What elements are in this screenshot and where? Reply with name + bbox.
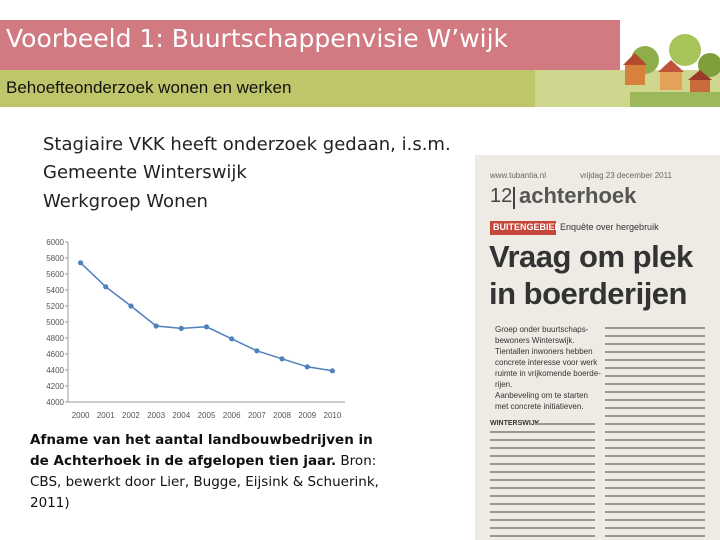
x-tick-label: 2004 [172, 411, 190, 420]
bullet: Gemeente Winterswijk [43, 162, 247, 183]
title-bar [0, 20, 620, 70]
x-tick-label: 2010 [324, 411, 342, 420]
body-text [490, 327, 705, 537]
clipping-point: Tientallen inwoners hebben [495, 347, 593, 356]
x-tick-label: 2005 [198, 411, 216, 420]
page-number: 12 [490, 185, 513, 207]
y-tick-label: 4600 [46, 350, 64, 359]
dateline: WINTERSWIJK [490, 420, 540, 427]
y-tick-label: 4400 [46, 366, 64, 375]
label-bg [490, 221, 556, 235]
point [229, 336, 235, 342]
section: achterhoek [519, 183, 637, 208]
x-tick-label: 2000 [72, 411, 90, 420]
clipping-point: Groep onder buurtschaps- [495, 325, 589, 334]
point [329, 368, 336, 374]
clipping-point: bewoners Winterswijk. [495, 336, 575, 345]
site: www.tubantia.nl [490, 171, 547, 180]
x-tick-label: 2003 [147, 411, 165, 420]
clipping-point: Aanbeveling om te starten [495, 391, 588, 400]
y-tick-label: 5800 [46, 254, 64, 263]
caption-source: Bron: CBS, bewerkt door Lier, Bugge, Eij… [30, 453, 379, 511]
x-tick-label: 2001 [97, 411, 115, 420]
x-tick-label: 2007 [248, 411, 266, 420]
y-tick-label: 6000 [46, 238, 64, 247]
label: BUITENGEBIED [493, 222, 562, 232]
y-tick-label: 4200 [46, 382, 64, 391]
chart: 4000 4200 4400 4600 4800 5000 5200 5400 5600 5800… [46, 238, 345, 420]
point [304, 364, 310, 370]
x-tick-label: 2006 [223, 411, 241, 420]
line [80, 262, 333, 372]
y-tick-label: 5400 [46, 286, 64, 295]
point [153, 323, 159, 329]
clipping-point: met concrete initiatieven. [495, 402, 584, 411]
caption-bold: Afname van het aantal landbouwbedrijven … [30, 432, 373, 469]
point [203, 324, 210, 330]
clipping-point: concrete interesse voor werk [495, 358, 598, 367]
y-tick-label: 5000 [46, 318, 64, 327]
point [77, 260, 84, 266]
x-tick-label: 2009 [298, 411, 316, 420]
clipping-point: rijen. [495, 380, 513, 389]
clipping-point: ruimte in vrijkomende boerde- [495, 369, 601, 378]
point [103, 284, 109, 290]
date: vrijdag 23 december 2011 [580, 171, 672, 180]
divider [513, 187, 515, 209]
point [279, 356, 285, 362]
bullet: Werkgroep Wonen [43, 191, 208, 212]
kicker: Enquête over hergebruik [560, 222, 659, 232]
headline: in boerderijen [489, 276, 687, 311]
y-tick-label: 4800 [46, 334, 64, 343]
caption: Afname van het aantal landbouwbedrijven … [30, 430, 380, 514]
subtitle-bar [0, 70, 535, 107]
point [128, 303, 134, 309]
decoration [535, 34, 720, 107]
bullet: Stagiaire VKK heeft onderzoek gedaan, i.… [43, 134, 451, 155]
x-tick-label: 2002 [122, 411, 140, 420]
headline: Vraag om plek [489, 239, 693, 274]
point [254, 348, 260, 354]
y-tick-label: 5600 [46, 270, 64, 279]
slide-title: Voorbeeld 1: Buurtschappenvisie W’wijk [6, 24, 509, 53]
x-tick-label: 2008 [273, 411, 291, 420]
newspaper-clipping: www.tubantia.nl vrijdag 23 december 2011… [475, 155, 720, 540]
slide-subtitle: Behoefteonderzoek wonen en werken [6, 78, 292, 97]
y-tick-label: 4000 [46, 398, 64, 407]
y-tick-label: 5200 [46, 302, 64, 311]
point [178, 325, 184, 331]
